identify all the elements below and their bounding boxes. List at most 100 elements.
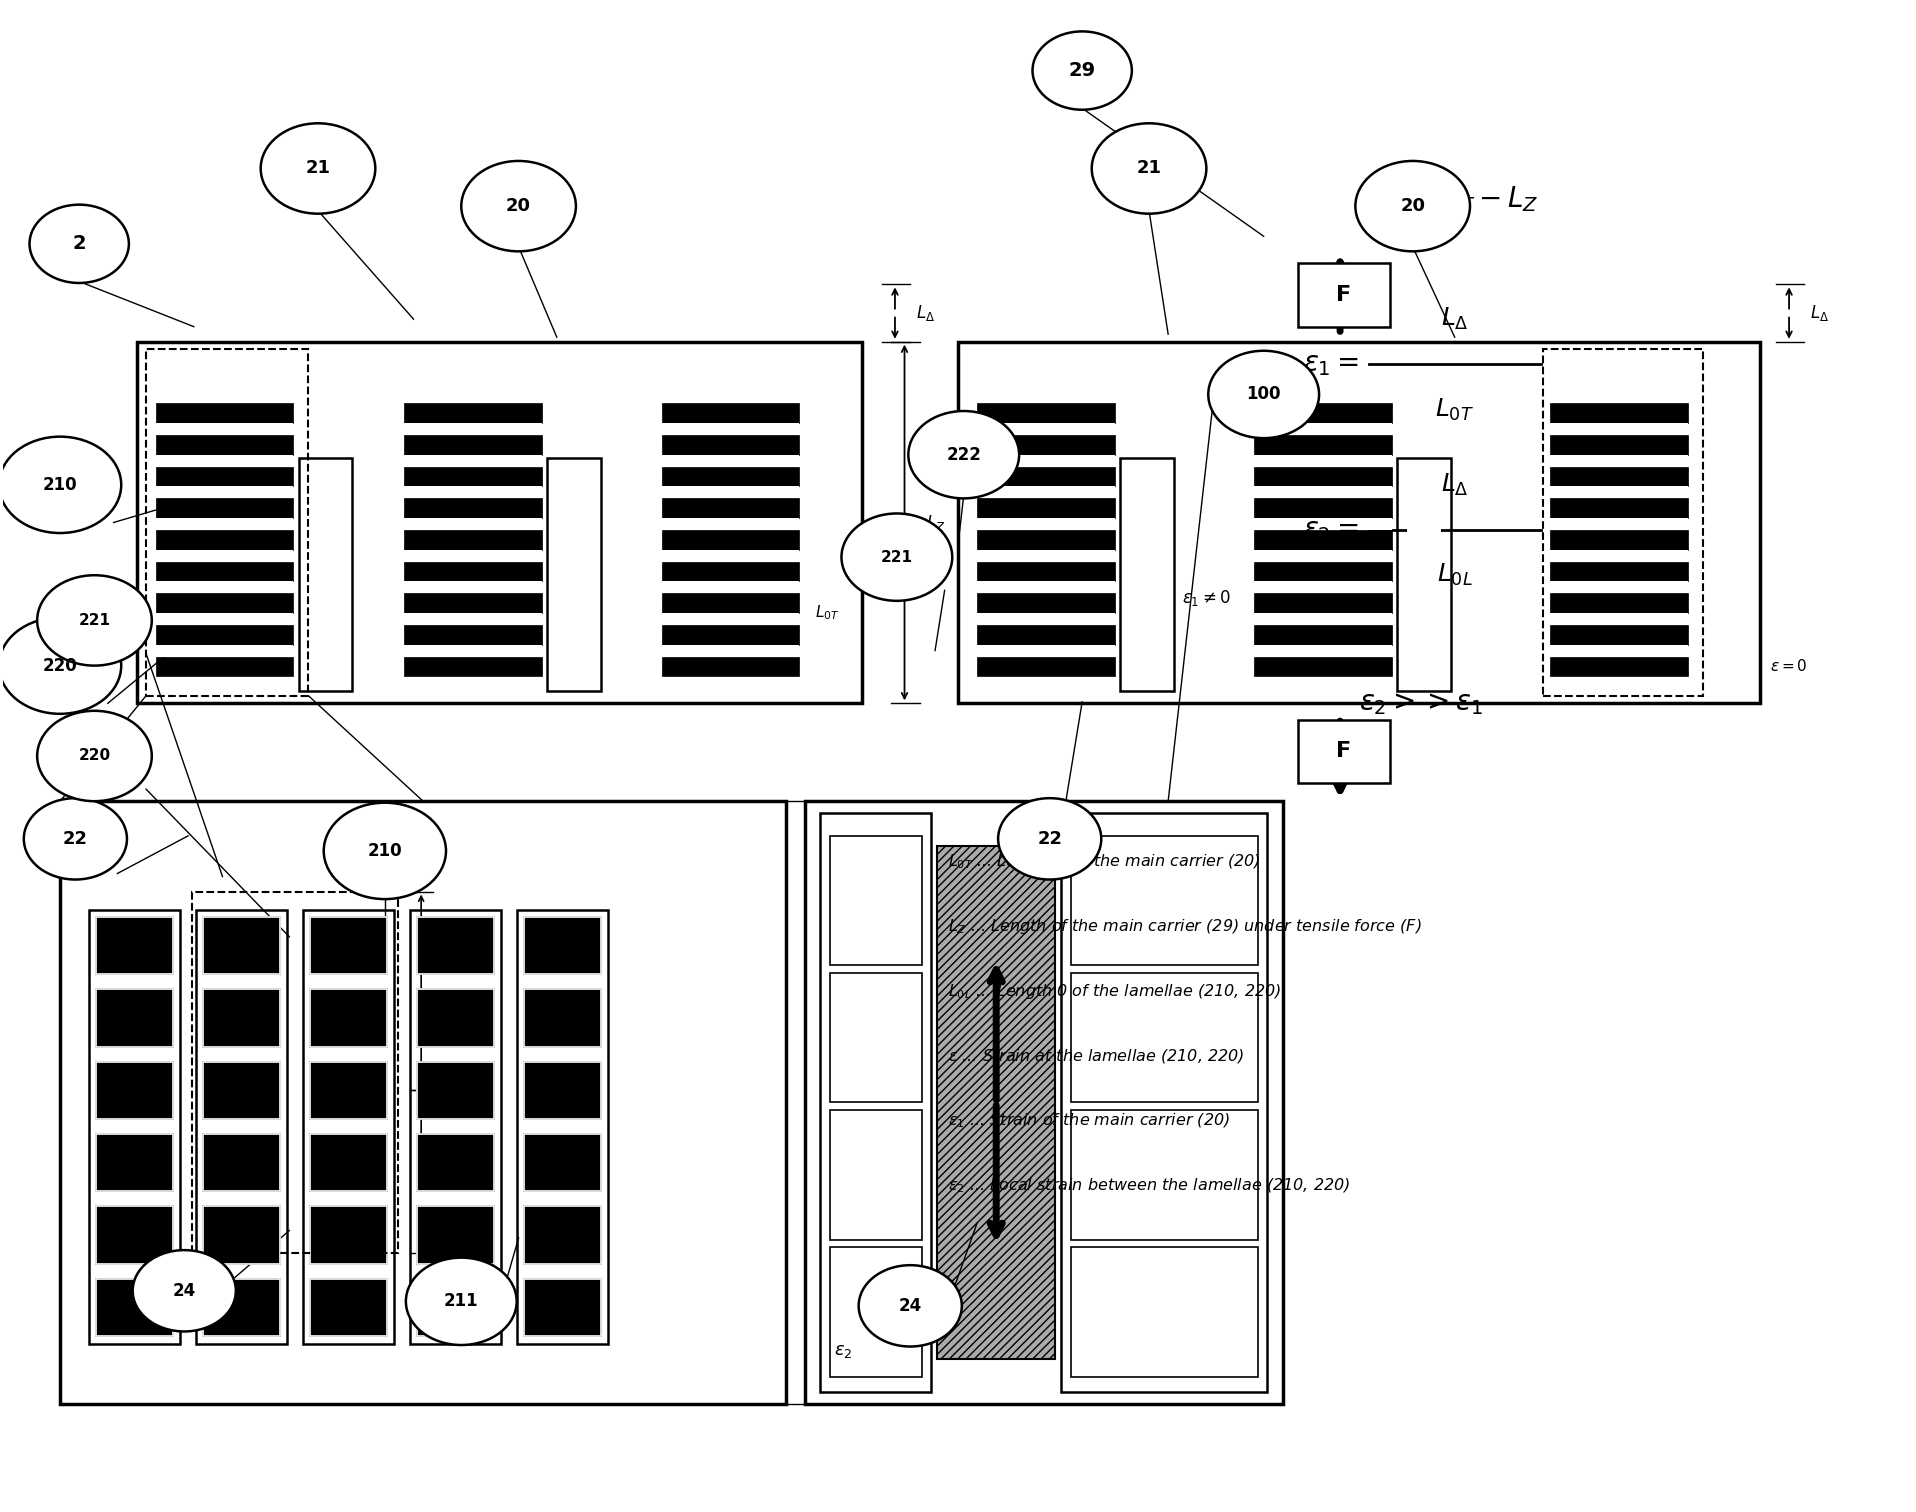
Circle shape xyxy=(908,411,1019,499)
Circle shape xyxy=(1209,351,1318,438)
Text: $L_{0L}$ ... Length 0 of the lamellae (210, 220): $L_{0L}$ ... Length 0 of the lamellae (2… xyxy=(948,981,1282,1001)
Bar xyxy=(661,624,799,644)
Bar xyxy=(830,972,922,1102)
Text: $\varepsilon_1 \neq 0$: $\varepsilon_1 \neq 0$ xyxy=(1182,588,1230,608)
Bar xyxy=(410,910,502,1344)
Bar xyxy=(525,1207,602,1264)
Text: 220: 220 xyxy=(79,748,111,764)
Bar xyxy=(310,989,387,1046)
Bar xyxy=(525,1279,602,1337)
Bar xyxy=(525,1207,602,1264)
Text: F: F xyxy=(1335,741,1351,762)
Text: $L_\Delta$: $L_\Delta$ xyxy=(439,1172,456,1190)
Text: 2: 2 xyxy=(73,234,86,254)
Text: 22: 22 xyxy=(1037,830,1061,848)
Bar xyxy=(310,1207,387,1264)
Bar xyxy=(310,1279,387,1337)
Bar xyxy=(1255,487,1391,499)
Bar xyxy=(1071,836,1259,965)
Bar xyxy=(525,989,602,1046)
Bar xyxy=(661,423,799,435)
Bar xyxy=(1550,593,1688,612)
Bar xyxy=(96,1134,172,1191)
Bar xyxy=(1071,1110,1259,1240)
Bar xyxy=(310,1207,387,1264)
Circle shape xyxy=(1355,160,1470,251)
Bar xyxy=(1255,656,1391,676)
Bar xyxy=(937,847,1056,1359)
Text: 211: 211 xyxy=(445,1293,479,1311)
Text: 20: 20 xyxy=(506,197,531,215)
Bar xyxy=(418,989,494,1046)
Bar xyxy=(1550,404,1688,423)
Text: 24: 24 xyxy=(172,1282,195,1300)
Bar xyxy=(155,561,293,581)
Bar xyxy=(661,644,799,656)
Bar xyxy=(88,910,180,1344)
Bar xyxy=(977,423,1115,435)
Text: 29: 29 xyxy=(1069,60,1096,80)
Bar xyxy=(1550,435,1688,455)
Bar xyxy=(1255,612,1391,624)
Bar xyxy=(525,1061,602,1119)
Bar xyxy=(203,918,280,974)
Bar xyxy=(661,404,799,423)
Bar xyxy=(308,478,343,680)
Bar xyxy=(203,1061,280,1119)
Bar xyxy=(958,342,1761,703)
Bar xyxy=(977,581,1115,593)
Bar xyxy=(661,612,799,624)
Text: $L_\Delta$: $L_\Delta$ xyxy=(1441,472,1468,497)
Bar xyxy=(404,612,542,624)
Circle shape xyxy=(998,798,1102,880)
Bar xyxy=(525,1279,602,1337)
Bar xyxy=(1255,581,1391,593)
Bar xyxy=(661,593,799,612)
Bar xyxy=(418,1061,494,1119)
Text: 220: 220 xyxy=(42,656,77,674)
Bar xyxy=(96,1061,172,1119)
Bar xyxy=(1297,720,1389,783)
Bar xyxy=(203,989,280,1046)
Bar xyxy=(310,1061,387,1119)
Bar xyxy=(404,561,542,581)
Bar xyxy=(404,550,542,561)
Bar xyxy=(1255,624,1391,644)
Bar xyxy=(155,435,293,455)
Bar xyxy=(1255,404,1391,423)
Bar xyxy=(661,499,799,519)
Bar xyxy=(1255,467,1391,487)
Text: $L_Z$ ... Length of the main carrier (29) under tensile force (F): $L_Z$ ... Length of the main carrier (29… xyxy=(948,916,1422,936)
Text: $L_Z$: $L_Z$ xyxy=(925,513,945,532)
Bar xyxy=(1550,581,1688,593)
Bar xyxy=(96,1061,172,1119)
Bar xyxy=(977,624,1115,644)
Bar xyxy=(203,1134,280,1191)
Bar xyxy=(1550,487,1688,499)
Bar xyxy=(525,918,602,974)
Bar xyxy=(96,989,172,1046)
Bar xyxy=(404,531,542,550)
Bar xyxy=(977,531,1115,550)
Bar xyxy=(96,918,172,974)
Bar xyxy=(418,989,494,1046)
Text: $\varepsilon_2$: $\varepsilon_2$ xyxy=(833,1343,853,1361)
Bar xyxy=(203,1279,280,1337)
Bar xyxy=(1061,813,1268,1391)
Bar xyxy=(203,1207,280,1264)
Circle shape xyxy=(406,1258,517,1346)
Bar xyxy=(1550,656,1688,676)
Bar xyxy=(418,1134,494,1191)
Bar xyxy=(404,455,542,467)
Bar xyxy=(155,404,293,423)
Circle shape xyxy=(0,617,121,714)
Bar xyxy=(299,458,353,691)
Bar xyxy=(661,581,799,593)
Bar xyxy=(1071,1247,1259,1376)
Bar xyxy=(96,1279,172,1337)
Bar xyxy=(558,478,592,680)
Bar xyxy=(830,1247,922,1376)
Bar xyxy=(195,910,287,1344)
Text: $L_{0L}$: $L_{0L}$ xyxy=(439,990,462,1010)
Bar xyxy=(404,487,542,499)
